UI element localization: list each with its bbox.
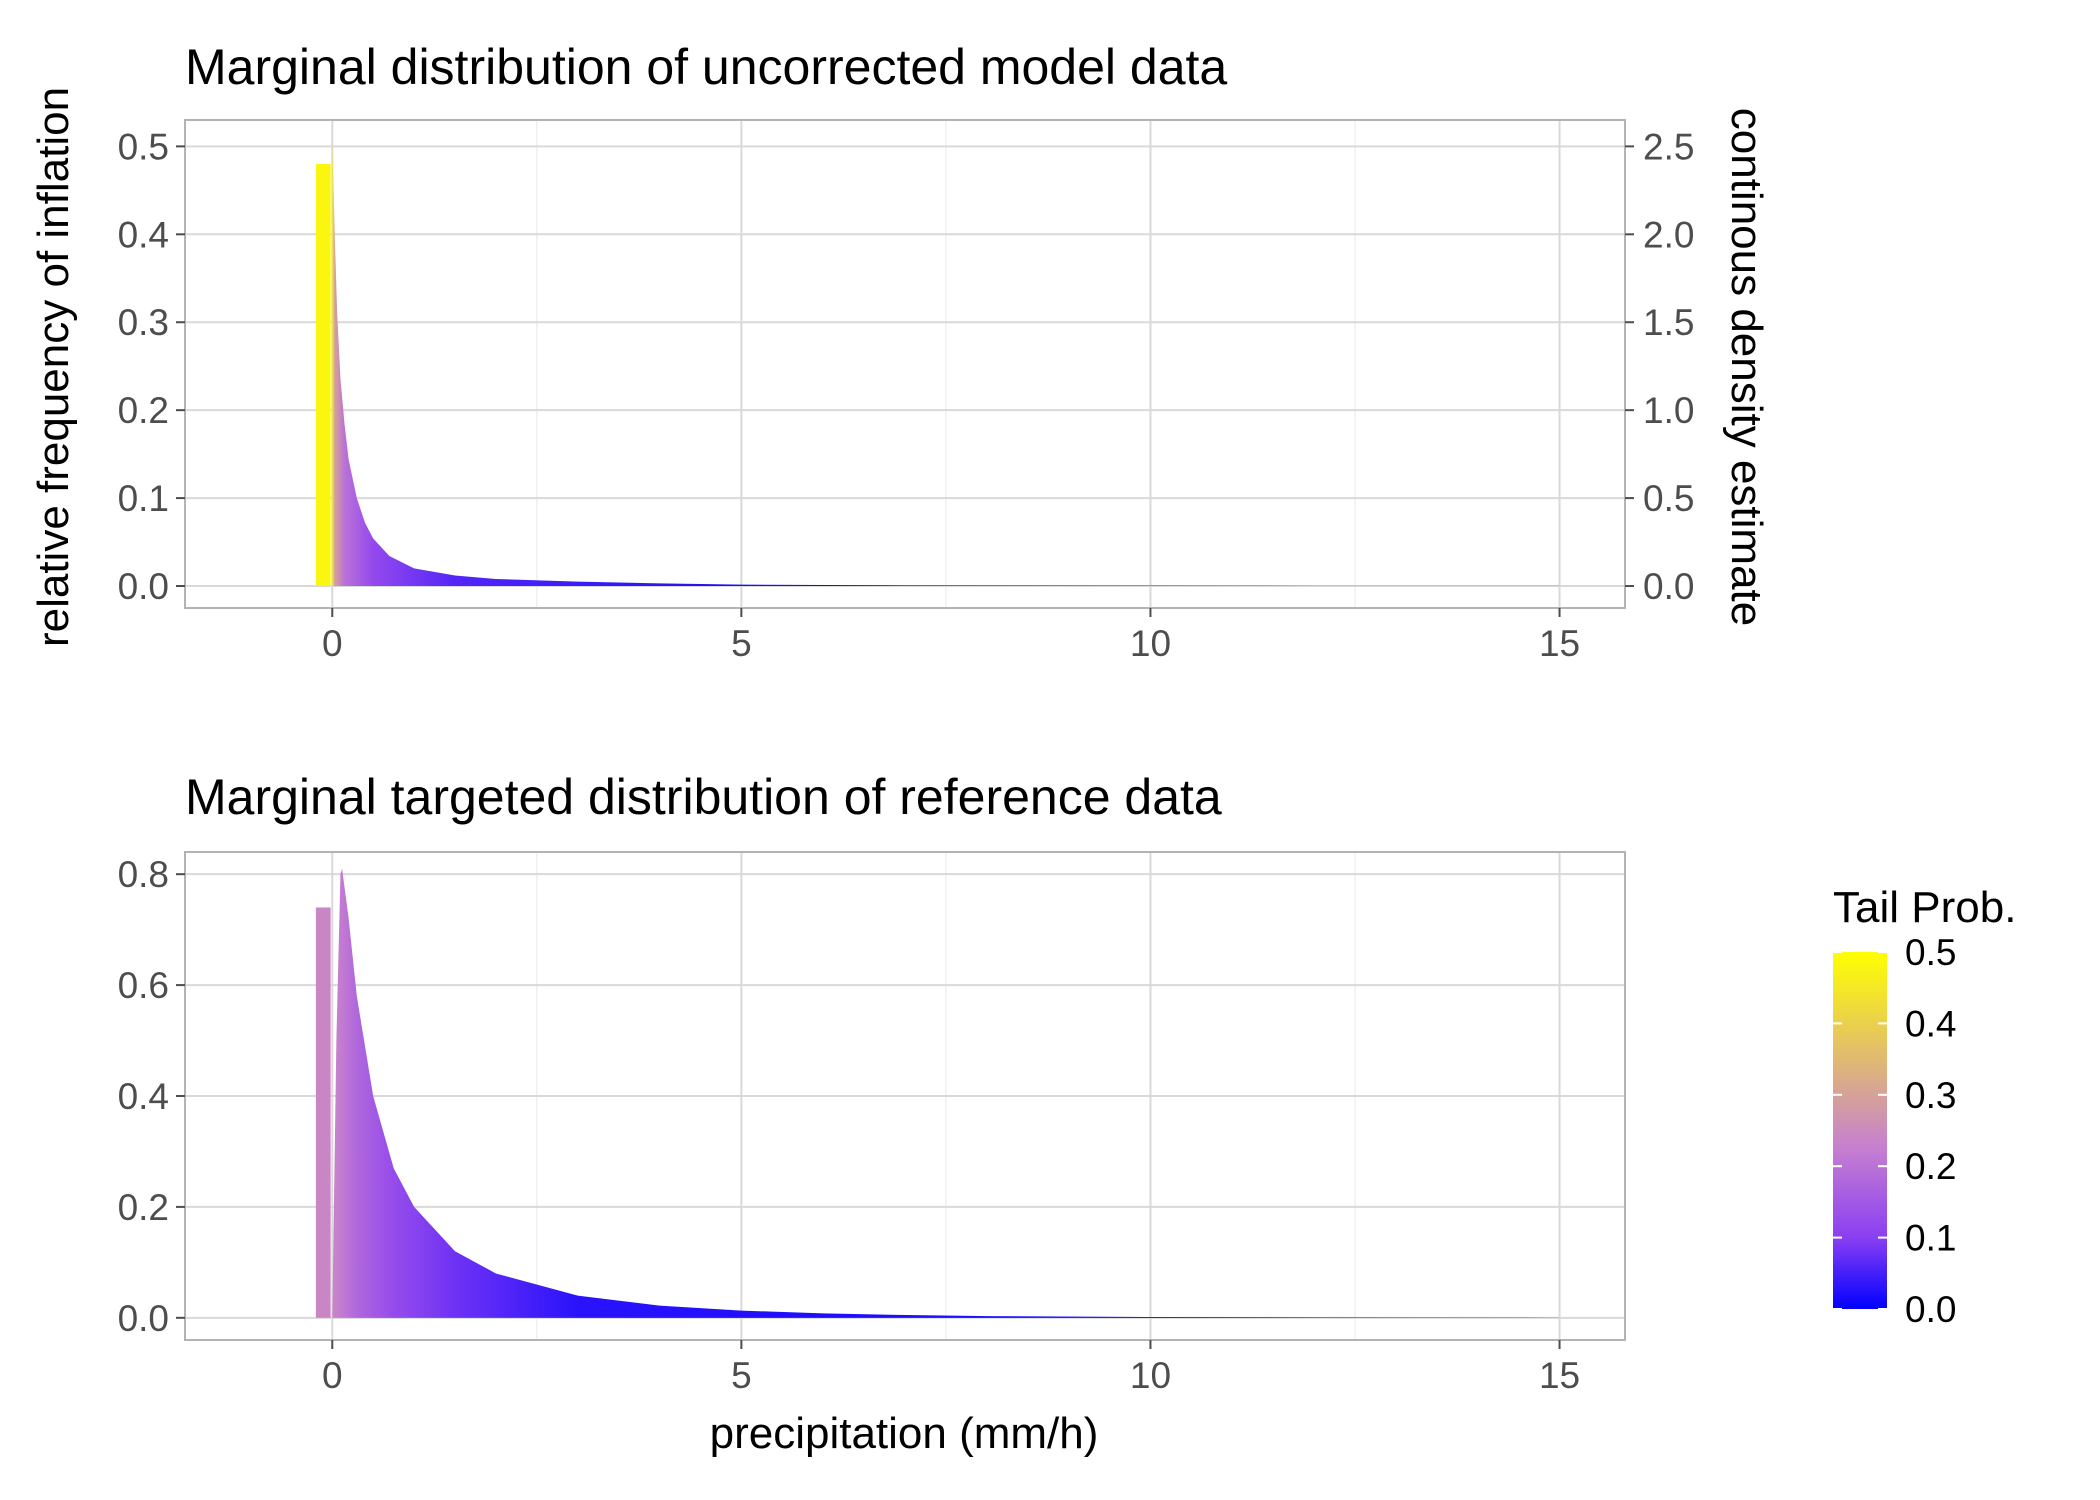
legend-ticks: 0.5 0.4 0.3 0.2 0.1 0.0 [1833, 932, 1956, 1330]
legend-tick-label: 0.2 [1905, 1146, 1956, 1187]
top-chart-border [184, 119, 1626, 609]
legend-tick-label: 0.4 [1905, 1003, 1956, 1044]
top-chart-y2-tick-label: 2.5 [1643, 126, 1694, 167]
top-chart-x-tick-label: 5 [731, 623, 752, 664]
bottom-chart-grid [185, 852, 1625, 1340]
top-chart-x-tick-label: 0 [322, 623, 343, 664]
top-chart-y-tick-label: 0.2 [118, 390, 169, 431]
legend-tick-label: 0.3 [1905, 1075, 1956, 1116]
bottom-chart-marks [315, 868, 1560, 1318]
bottom-chart-x-tick-label: 15 [1539, 1355, 1580, 1396]
legend-title: Tail Prob. [1833, 883, 2016, 932]
top-chart-marks [315, 142, 1560, 587]
top-chart-ticks: 0 5 10 15 0.0 0.1 0.2 0.3 0.4 0.5 0.0 0.5 1.0 1.5 2.0 2… [118, 126, 1695, 664]
top-chart-y2-tick-label: 2.0 [1643, 214, 1694, 255]
top-chart-y-axis-label: relative frequency of inflation [29, 87, 78, 647]
bottom-chart-x-tick-label: 10 [1130, 1355, 1171, 1396]
bottom-chart-y-tick-label: 0.2 [118, 1187, 169, 1228]
top-chart-y-tick-label: 0.3 [118, 302, 169, 343]
top-chart-inflation-bar [315, 163, 331, 587]
top-chart-y2-tick-label: 1.5 [1643, 302, 1694, 343]
legend-tick-label: 0.1 [1905, 1218, 1956, 1259]
top-chart-y-tick-label: 0.0 [118, 566, 169, 607]
bottom-chart-x-axis-label: precipitation (mm/h) [710, 1409, 1099, 1458]
bottom-chart-y-tick-label: 0.6 [118, 965, 169, 1006]
bottom-chart-density-area [332, 868, 1560, 1318]
top-chart-y-tick-label: 0.5 [118, 126, 169, 167]
top-chart-y-tick-label: 0.1 [118, 478, 169, 519]
top-chart-x-tick-label: 15 [1539, 623, 1580, 664]
legend-color-bar [1833, 952, 1887, 1309]
top-chart-y2-tick-label: 1.0 [1643, 390, 1694, 431]
top-chart-y2-tick-label: 0.5 [1643, 478, 1694, 519]
top-chart-y-tick-label: 0.4 [118, 214, 169, 255]
legend-tick-label: 0.5 [1905, 932, 1956, 973]
bottom-chart-x-tick-label: 0 [322, 1355, 343, 1396]
top-chart-title: Marginal distribution of uncorrected mod… [185, 39, 1227, 95]
bottom-chart-panel: Marginal targeted distribution of refere… [118, 769, 1626, 1458]
top-chart-panel: Marginal distribution of uncorrected mod… [29, 39, 1771, 664]
bottom-chart-title: Marginal targeted distribution of refere… [185, 769, 1222, 825]
bottom-chart-y-tick-label: 0.4 [118, 1076, 169, 1117]
bottom-chart-ticks: 0 5 10 15 0.0 0.2 0.4 0.6 0.8 [118, 854, 1581, 1396]
legend-tick-label: 0.0 [1905, 1289, 1956, 1330]
top-chart-x-tick-label: 10 [1130, 623, 1171, 664]
top-chart-y2-axis-label: continous density estimate [1722, 108, 1771, 627]
bottom-chart-y-tick-label: 0.8 [118, 854, 169, 895]
top-chart-y2-tick-label: 0.0 [1643, 566, 1694, 607]
bottom-chart-y-tick-label: 0.0 [118, 1298, 169, 1339]
bottom-chart-x-tick-label: 5 [731, 1355, 752, 1396]
tail-prob-legend: Tail Prob. 0.5 0.4 0.3 0.2 0.1 0.0 [1833, 883, 2016, 1330]
bottom-chart-inflation-bar [315, 907, 331, 1318]
